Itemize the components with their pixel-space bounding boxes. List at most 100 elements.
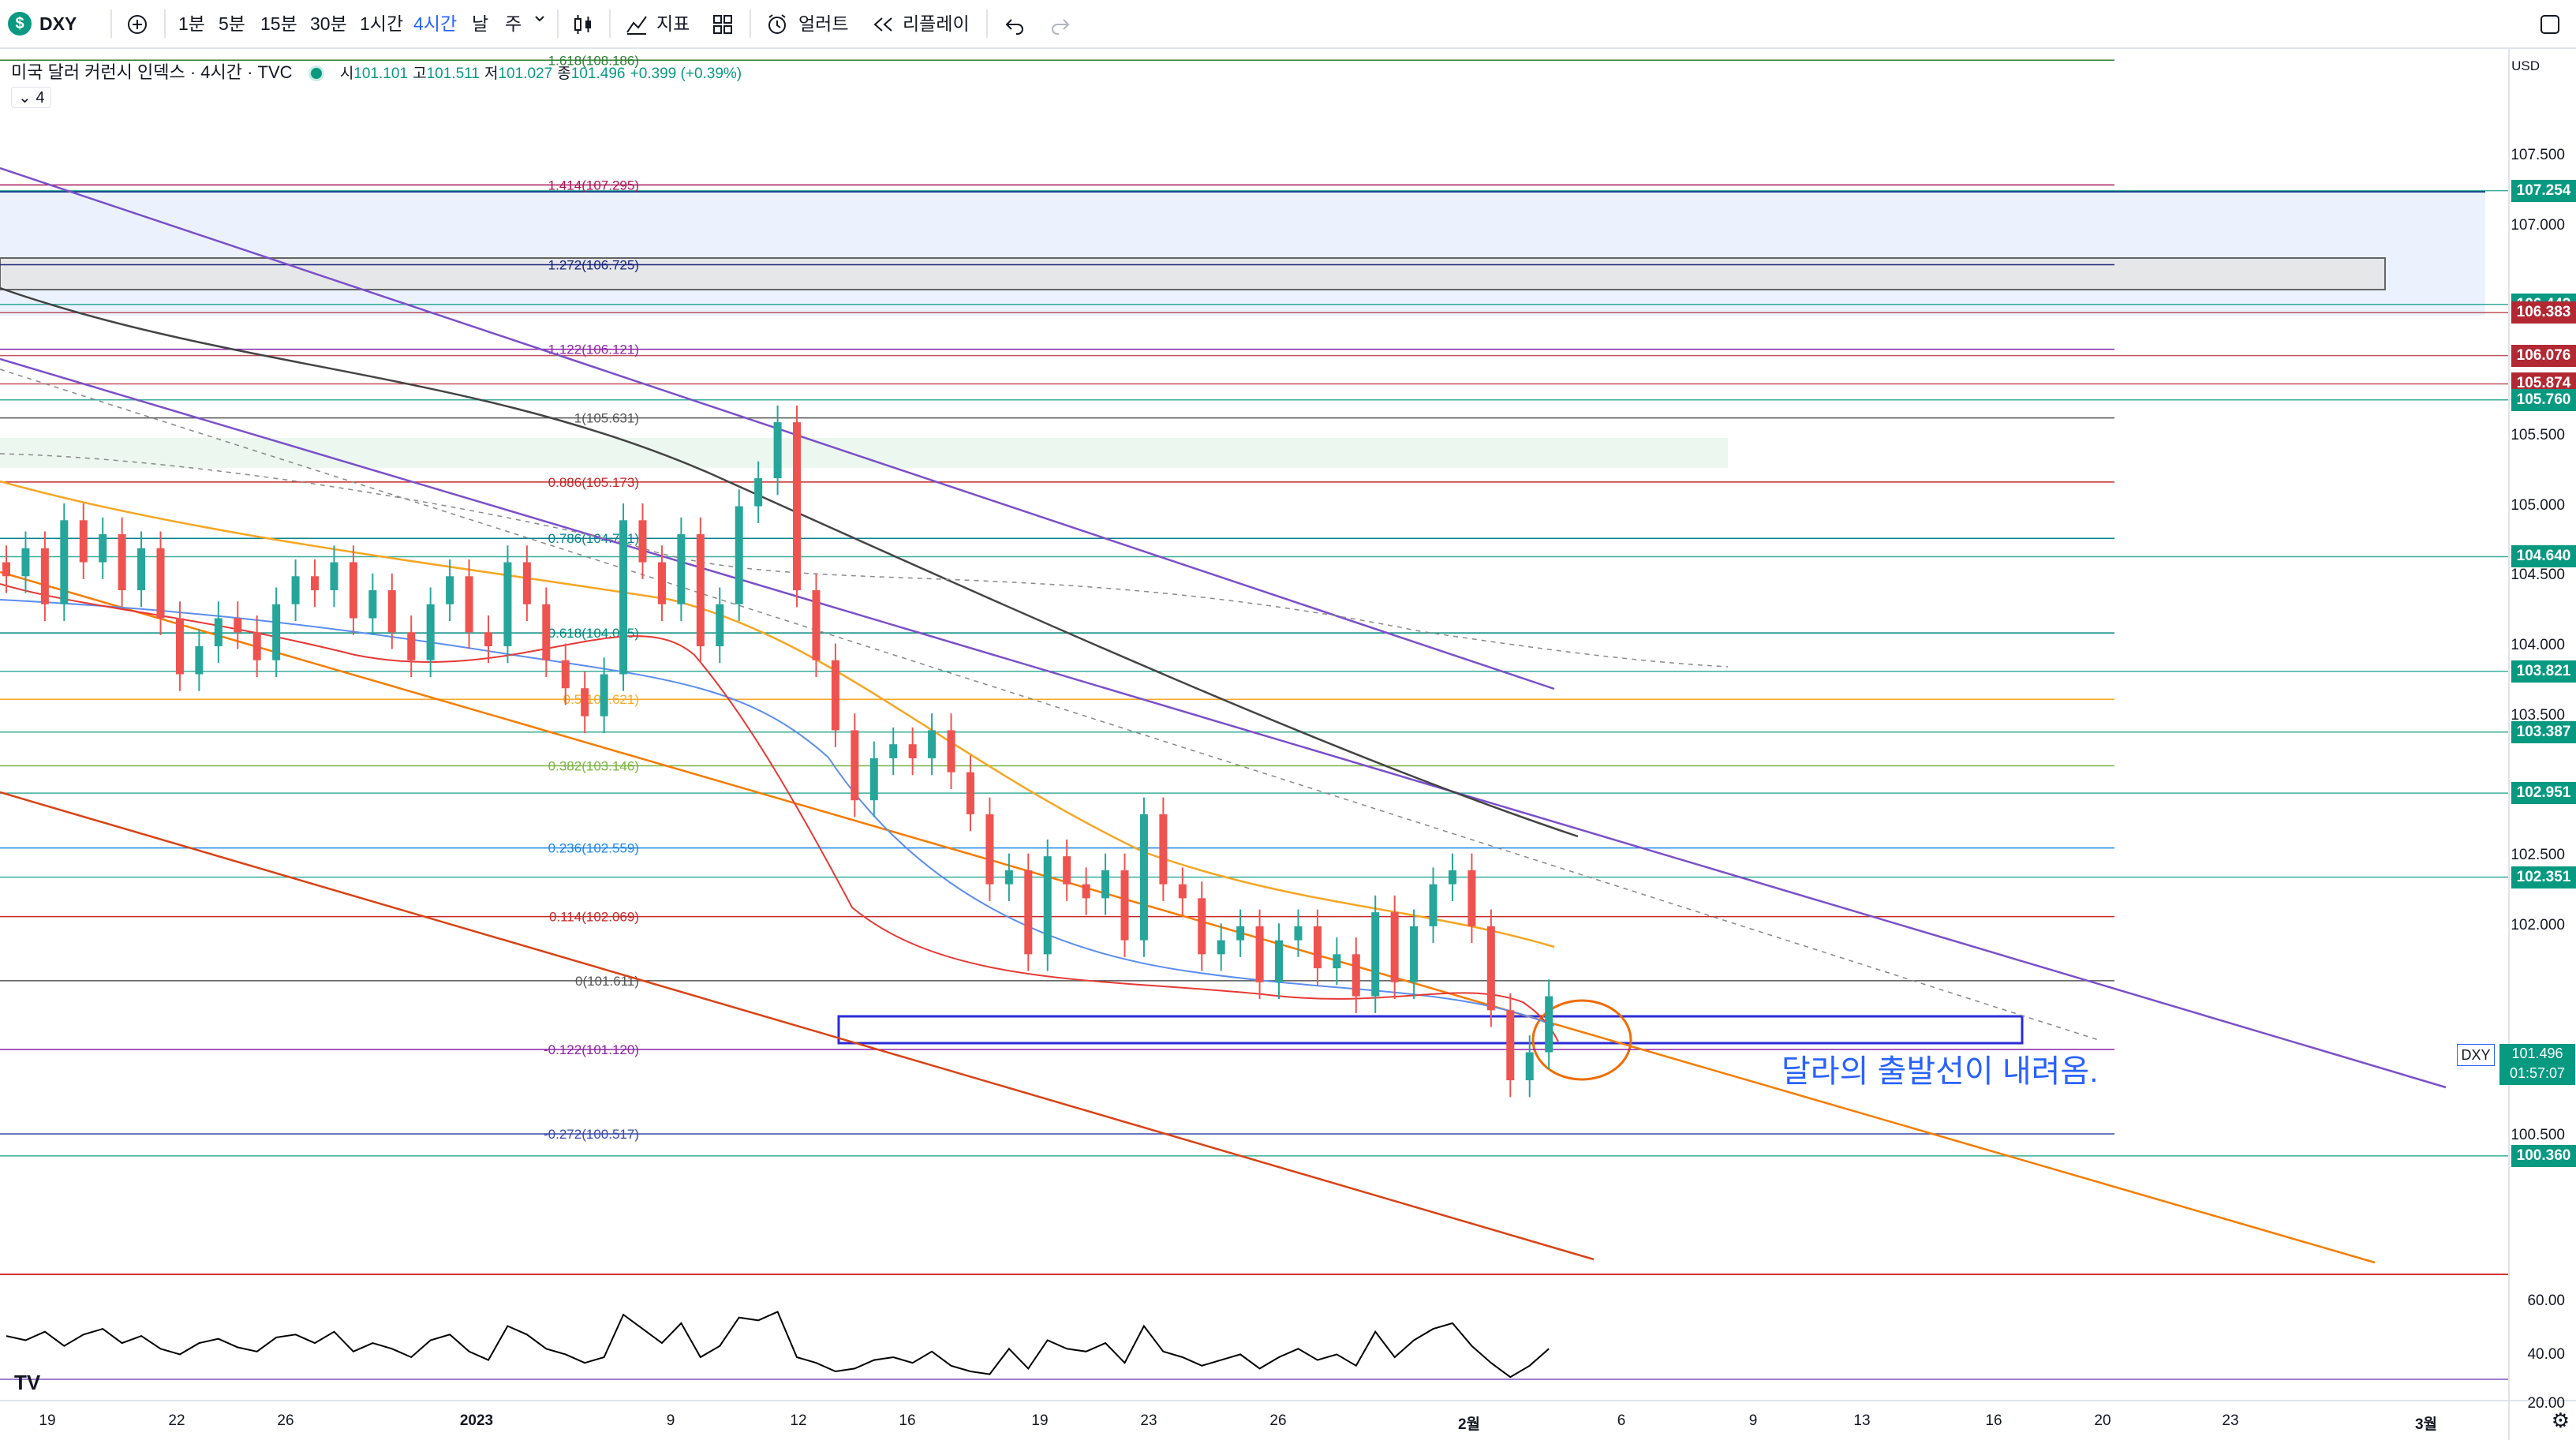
candle-body bbox=[542, 604, 551, 660]
indicators-icon[interactable] bbox=[625, 8, 649, 39]
highlight-circle[interactable] bbox=[1531, 999, 1632, 1081]
candle-body bbox=[908, 744, 917, 758]
fib-level-label: 0.236(102.559) bbox=[548, 841, 639, 856]
price-level-label[interactable]: 106.383 bbox=[2511, 301, 2576, 324]
time-tick: 23 bbox=[1140, 1412, 1157, 1429]
undo-icon[interactable] bbox=[1004, 8, 1026, 39]
chart-legend: 미국 달러 커런시 인덱스 · 4시간 · TVC 시101.101 고101.… bbox=[11, 58, 742, 84]
price-level-label[interactable]: 102.351 bbox=[2511, 866, 2576, 888]
candle-body bbox=[1101, 870, 1110, 899]
price-level-label[interactable]: 102.951 bbox=[2511, 782, 2576, 805]
candle-body bbox=[581, 688, 589, 716]
candle-body bbox=[812, 590, 821, 660]
symbol-price-tag: DXY bbox=[2457, 1044, 2495, 1066]
price-level-label[interactable]: 107.254 bbox=[2511, 179, 2576, 202]
candle-body bbox=[349, 562, 357, 619]
interval-1m[interactable]: 1분 bbox=[178, 13, 205, 34]
range-zone[interactable] bbox=[0, 192, 2485, 316]
interval-week[interactable]: 주 bbox=[505, 13, 522, 34]
candle-body bbox=[156, 548, 165, 619]
interval-15m[interactable]: 15분 bbox=[260, 13, 297, 34]
alert-clock-icon[interactable] bbox=[765, 8, 789, 39]
candle-body bbox=[754, 478, 763, 507]
time-tick: 6 bbox=[1617, 1412, 1626, 1429]
candle-body bbox=[677, 534, 686, 604]
divider bbox=[110, 9, 112, 38]
support-box[interactable] bbox=[837, 1015, 2024, 1045]
gray-box-zone[interactable] bbox=[0, 257, 2386, 290]
fib-level-label: 1.272(106.725) bbox=[548, 258, 639, 273]
candle-body bbox=[40, 548, 49, 604]
currency-label[interactable]: USD bbox=[2511, 58, 2540, 73]
interval-dropdown-chevron-icon[interactable] bbox=[533, 8, 546, 39]
open-value: 101.101 bbox=[353, 65, 408, 82]
chart-area[interactable]: 1.618(108.186) 1.414(107.295) 1.272(106.72… bbox=[0, 49, 2576, 1440]
interval-1h[interactable]: 1시간 bbox=[360, 13, 404, 34]
candle-body bbox=[118, 534, 126, 591]
fullscreen-icon[interactable] bbox=[2539, 8, 2561, 39]
interval-4h[interactable]: 4시간 bbox=[413, 13, 458, 34]
candle-body bbox=[1525, 1052, 1534, 1081]
legend-title[interactable]: 미국 달러 커런시 인덱스 · 4시간 · TVC bbox=[11, 62, 293, 82]
ma-dashed bbox=[0, 453, 1729, 668]
price-level-label[interactable]: 105.760 bbox=[2511, 388, 2576, 411]
time-tick: 20 bbox=[2094, 1412, 2111, 1429]
candle-body bbox=[1390, 912, 1399, 982]
tradingview-logo-icon[interactable]: TV bbox=[14, 1371, 41, 1394]
replay-icon[interactable] bbox=[871, 8, 895, 39]
candle-type-icon[interactable] bbox=[571, 8, 595, 39]
candle-body bbox=[716, 604, 724, 646]
chart-annotation-text[interactable]: 달라의 출발선이 내려옴. bbox=[1782, 1054, 2099, 1089]
market-status-icon bbox=[308, 65, 324, 82]
symbol-search-button[interactable]: DXY bbox=[39, 13, 77, 34]
close-value: 101.496 bbox=[570, 65, 626, 82]
replay-button[interactable]: 리플레이 bbox=[903, 13, 970, 34]
templates-grid-icon[interactable] bbox=[712, 8, 734, 39]
candle-body bbox=[291, 576, 300, 604]
candle-body bbox=[889, 744, 898, 758]
rsi-line bbox=[6, 1311, 1550, 1379]
fib-level-label: -0.272(100.517) bbox=[544, 1127, 639, 1142]
price-chart[interactable]: 1.618(108.186) 1.414(107.295) 1.272(106.72… bbox=[0, 49, 2576, 1440]
fib-level-label: 1.618(108.186) bbox=[548, 53, 639, 68]
time-tick: 13 bbox=[1853, 1412, 1871, 1429]
indicators-button[interactable]: 지표 bbox=[656, 13, 690, 34]
interval-30m[interactable]: 30분 bbox=[310, 13, 347, 34]
price-tick: 102.500 bbox=[2511, 847, 2565, 864]
candle-body bbox=[1545, 996, 1553, 1053]
candle-body bbox=[2, 562, 10, 577]
price-level-label[interactable]: 104.640 bbox=[2511, 545, 2576, 568]
indicators-toggle[interactable]: ⌄ 4 bbox=[11, 87, 52, 108]
candle-body bbox=[1082, 884, 1090, 899]
time-tick: 16 bbox=[899, 1412, 916, 1429]
green-zone[interactable] bbox=[0, 438, 1728, 468]
settings-gear-icon[interactable]: ⚙ bbox=[2551, 1408, 2570, 1432]
interval-5m[interactable]: 5분 bbox=[219, 13, 245, 34]
redo-icon[interactable] bbox=[1049, 8, 1071, 39]
time-tick: 19 bbox=[1031, 1412, 1049, 1429]
indicator-count: 4 bbox=[36, 89, 45, 107]
high-value: 101.511 bbox=[426, 65, 480, 82]
trendline-dashed bbox=[0, 368, 2099, 1041]
compare-add-icon[interactable] bbox=[126, 8, 148, 39]
interval-day[interactable]: 날 bbox=[472, 13, 489, 34]
price-tick: 104.000 bbox=[2511, 637, 2565, 653]
candle-body bbox=[657, 562, 666, 604]
candle-body bbox=[1063, 856, 1071, 885]
alert-button[interactable]: 얼러트 bbox=[798, 13, 849, 34]
candle-body bbox=[1255, 926, 1264, 982]
candle-body bbox=[311, 576, 320, 591]
divider bbox=[609, 9, 611, 38]
time-tick: 9 bbox=[1748, 1412, 1758, 1429]
price-level-label[interactable]: 103.387 bbox=[2511, 720, 2576, 743]
price-level-label[interactable]: 100.360 bbox=[2511, 1144, 2576, 1167]
candle-body bbox=[387, 590, 396, 633]
trendlines[interactable] bbox=[0, 166, 2447, 1264]
price-level-label[interactable]: 103.821 bbox=[2511, 660, 2576, 683]
price-level-label[interactable]: 106.076 bbox=[2511, 344, 2576, 367]
candlesticks[interactable] bbox=[2, 405, 1553, 1098]
divider bbox=[557, 9, 559, 38]
candle-body bbox=[175, 618, 184, 675]
candle-body bbox=[638, 520, 647, 563]
moving-averages bbox=[0, 286, 1729, 1042]
